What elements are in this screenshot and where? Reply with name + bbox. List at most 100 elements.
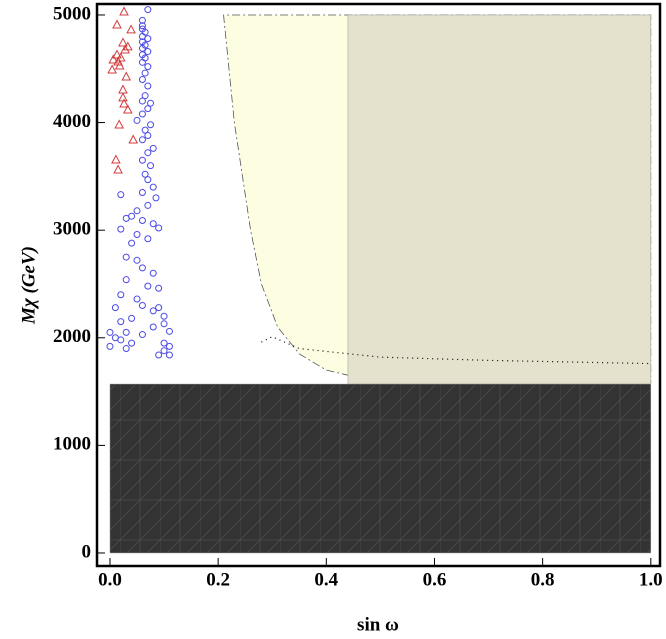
point (138, 331, 146, 339)
point (149, 183, 157, 191)
region-hatch (109, 384, 651, 553)
y-tick-label: 3000 (53, 219, 91, 240)
point (118, 92, 128, 102)
point (118, 37, 128, 47)
y-tick-label: 5000 (53, 3, 91, 24)
point (117, 336, 125, 344)
point (133, 295, 141, 303)
x-tick-label: 0.4 (314, 569, 338, 590)
point (144, 176, 152, 184)
point (107, 64, 117, 74)
point (138, 22, 146, 30)
point (138, 97, 146, 105)
boundary-curve (261, 336, 651, 365)
point (111, 304, 119, 312)
point (147, 121, 155, 129)
point (160, 320, 168, 328)
point (128, 314, 136, 322)
point (113, 164, 123, 174)
point (122, 328, 130, 336)
point (144, 131, 152, 139)
point (138, 58, 146, 66)
point (122, 253, 130, 261)
point (117, 225, 125, 233)
point (160, 312, 168, 320)
y-tick-label: 2000 (53, 326, 91, 347)
x-tick-label: 0.0 (98, 569, 122, 590)
x-tick-label: 0.6 (423, 569, 447, 590)
point (141, 170, 149, 178)
point (119, 98, 129, 108)
point (147, 99, 155, 107)
point (160, 339, 168, 347)
point (144, 105, 152, 113)
point (117, 291, 125, 299)
point (126, 24, 136, 34)
point (144, 6, 152, 14)
point (121, 71, 132, 81)
region (347, 14, 652, 385)
point (144, 48, 152, 56)
point (144, 63, 152, 71)
point (112, 49, 122, 59)
point (138, 76, 146, 84)
frame (95, 2, 662, 568)
y-tick-label: 0 (82, 541, 92, 562)
point (117, 191, 125, 199)
point (152, 194, 160, 202)
point (114, 60, 125, 70)
point (149, 144, 157, 152)
point (128, 239, 136, 247)
point (144, 201, 152, 209)
point (144, 235, 152, 243)
point (138, 16, 146, 24)
point (165, 327, 173, 335)
point (141, 69, 149, 77)
point (165, 351, 173, 359)
point (165, 342, 173, 350)
point (133, 116, 141, 124)
point (122, 345, 130, 353)
point (138, 110, 146, 118)
point (155, 351, 163, 359)
point (144, 149, 152, 157)
point (155, 224, 163, 232)
point (133, 256, 141, 264)
point (106, 342, 114, 350)
x-tick-label: 1.0 (639, 569, 663, 590)
point (138, 301, 146, 309)
point (138, 136, 146, 144)
x-tick-label: 0.2 (206, 569, 230, 590)
point (114, 119, 125, 129)
point (155, 304, 163, 312)
point (149, 307, 157, 315)
point (120, 44, 130, 54)
point (147, 162, 155, 170)
x-tick-label: 0.8 (531, 569, 555, 590)
point (144, 82, 152, 90)
point (149, 323, 157, 331)
point (144, 35, 152, 43)
point (108, 54, 119, 64)
point (122, 276, 130, 284)
point (122, 214, 130, 222)
point (149, 269, 157, 277)
point (111, 154, 121, 164)
point (149, 220, 157, 228)
point (128, 134, 139, 144)
point (122, 104, 133, 114)
point (138, 156, 146, 164)
point (155, 284, 163, 292)
point (118, 84, 128, 94)
x-axis-label: sin ω (357, 614, 399, 635)
y-tick-label: 4000 (53, 111, 91, 132)
point (141, 126, 149, 134)
point (112, 19, 122, 29)
point (160, 347, 168, 355)
point (133, 207, 141, 215)
y-axis-label: Mχ (GeV) (18, 246, 39, 325)
plot-area (109, 14, 652, 554)
point (138, 216, 146, 224)
